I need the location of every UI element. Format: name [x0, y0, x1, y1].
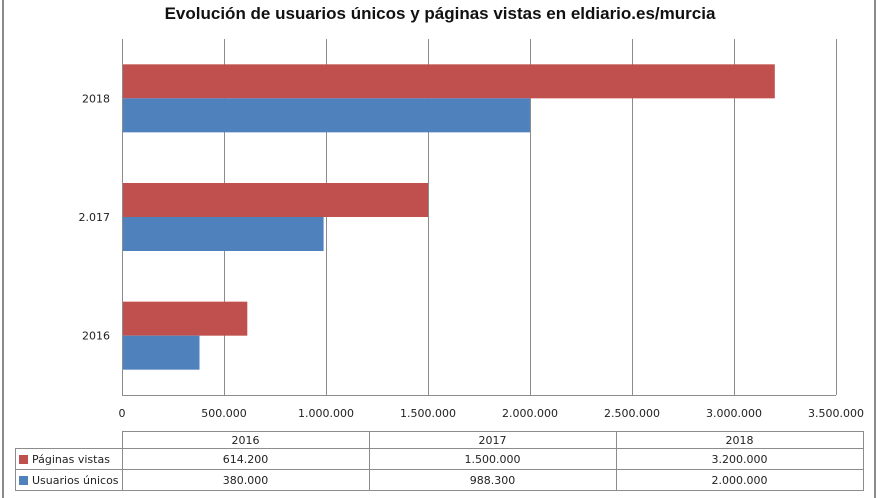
- x-tick-label: 0: [119, 407, 126, 420]
- x-tick-label: 1.000.000: [298, 407, 354, 420]
- x-tick-label: 1.500.000: [400, 407, 456, 420]
- data-table: 2016 2017 2018 Páginas vistas 614.200 1.…: [15, 431, 864, 491]
- legend-entry: Usuarios únicos: [15, 469, 123, 491]
- bar-usuarios-unicos: [123, 217, 324, 251]
- data-table-row: Páginas vistas 614.200 1.500.000 3.200.0…: [15, 448, 864, 470]
- bar-chart: 0 500.000 1.000.000 1.500.000 2.000.000 2.500…: [79, 39, 864, 420]
- legend-label: Páginas vistas: [32, 452, 110, 466]
- chart-title: Evolución de usuarios únicos y páginas v…: [164, 4, 716, 23]
- y-tick-label: 2.017: [79, 211, 111, 224]
- bar-usuarios-unicos: [123, 335, 200, 370]
- legend-entry: Páginas vistas: [15, 448, 123, 470]
- bar-paginas-vistas: [123, 183, 428, 217]
- x-tick-label: 2.500.000: [604, 407, 660, 420]
- data-table-col-header: 2017: [368, 431, 617, 449]
- legend-label: Usuarios únicos: [32, 473, 119, 487]
- bar-paginas-vistas: [123, 64, 775, 99]
- x-tick-label: 3.000.000: [706, 407, 762, 420]
- data-table-cell: 380.000: [121, 469, 370, 491]
- x-tick-label: 500.000: [201, 407, 247, 420]
- legend-swatch-paginas-vistas: [19, 454, 28, 464]
- data-table-col-header: 2018: [615, 431, 864, 449]
- data-table-cell: 2.000.000: [615, 469, 864, 491]
- data-table-corner: [15, 431, 123, 449]
- data-table-cell: 988.300: [368, 469, 617, 491]
- bar-usuarios-unicos: [123, 98, 530, 133]
- y-tick-label: 2018: [82, 92, 110, 105]
- data-table-cell: 3.200.000: [615, 448, 864, 470]
- data-table-cell: 1.500.000: [368, 448, 617, 470]
- bar-paginas-vistas: [123, 301, 248, 336]
- x-tick-label: 2.000.000: [502, 407, 558, 420]
- legend-swatch-usuarios-unicos: [19, 475, 28, 485]
- data-table-row: Usuarios únicos 380.000 988.300 2.000.00…: [15, 469, 864, 491]
- data-table-col-header: 2016: [121, 431, 370, 449]
- data-table-cell: 614.200: [121, 448, 370, 470]
- y-tick-label: 2016: [82, 330, 110, 343]
- x-tick-label: 3.500.000: [808, 407, 864, 420]
- data-table-header-row: 2016 2017 2018: [15, 431, 864, 449]
